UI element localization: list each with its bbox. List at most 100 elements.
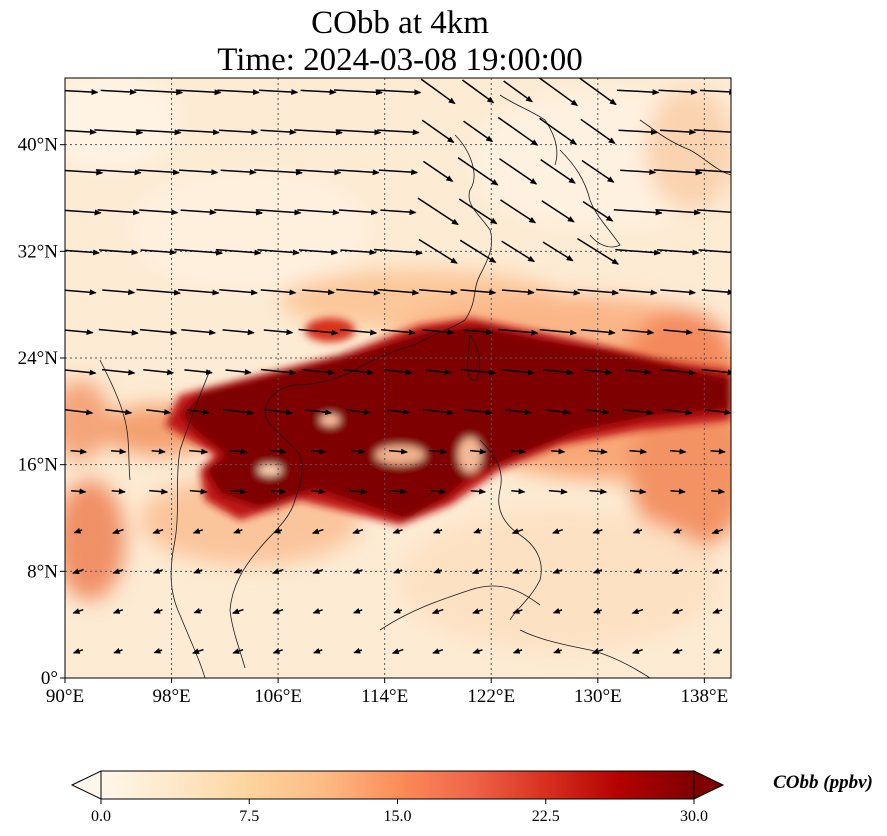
wind-arrow (311, 528, 324, 535)
lat-tick-label: 8°N (27, 561, 58, 582)
wind-arrow (72, 568, 84, 575)
wind-arrow (463, 120, 494, 143)
wind-arrow (433, 567, 443, 574)
lon-tick-label: 130°E (574, 686, 622, 707)
wind-arrow (431, 608, 444, 615)
wind-arrow (146, 409, 172, 416)
wind-arrow (304, 409, 333, 416)
wind-arrow (423, 160, 454, 182)
wind-arrow (99, 249, 139, 256)
wind-arrow (536, 288, 581, 296)
wind-arrow (345, 409, 372, 416)
wind-arrow (220, 169, 257, 176)
wind-arrow (335, 129, 382, 136)
wind-arrow (420, 78, 456, 105)
wind-arrow (418, 238, 458, 264)
wind-arrow (311, 488, 326, 495)
wind-arrow (337, 169, 380, 176)
colorbar-max-extension (693, 770, 725, 800)
wind-arrow (95, 169, 142, 176)
wind-arrow (137, 169, 180, 176)
wind-arrow (498, 328, 539, 336)
wind-arrow (294, 129, 344, 136)
wind-arrow (193, 607, 203, 614)
wind-arrow (377, 288, 420, 296)
wind-arrow (700, 88, 731, 95)
wind-arrow (153, 607, 163, 614)
wind-arrow (139, 209, 179, 216)
wind-arrow (352, 528, 364, 534)
wind-arrow (231, 608, 244, 615)
wind-arrow (392, 528, 403, 534)
wind-arrow (592, 528, 603, 534)
wind-arrow (112, 528, 124, 535)
wind-arrow (461, 79, 495, 104)
lat-tick-label: 16°N (18, 455, 59, 476)
wind-arrow (260, 368, 297, 376)
wind-arrow (386, 408, 410, 415)
wind-arrow (105, 409, 133, 416)
wind-arrow (512, 608, 523, 614)
wind-arrow (298, 249, 339, 256)
wind-arrow (189, 488, 208, 495)
wind-arrow (338, 209, 379, 216)
colorbar-gradient (100, 770, 695, 800)
wind-arrow (255, 209, 302, 216)
wind-arrow (511, 488, 526, 495)
wind-arrow (620, 169, 657, 176)
wind-arrow (622, 408, 654, 416)
wind-arrow (348, 488, 369, 495)
wind-arrow (463, 408, 493, 416)
wind-arrow (70, 448, 88, 455)
wind-arrow (548, 488, 568, 495)
wind-arrow (663, 329, 694, 336)
wind-arrow (177, 129, 220, 136)
wind-arrow (622, 329, 655, 336)
wind-arrow (588, 448, 608, 455)
wind-arrow (712, 608, 723, 614)
wind-arrow (65, 209, 102, 216)
wind-arrow (618, 289, 658, 296)
wind-arrow (503, 80, 533, 103)
wind-arrow (656, 249, 700, 256)
colorbar-tick-label: 0.0 (91, 808, 111, 825)
map-frame (64, 77, 732, 679)
wind-arrow (419, 289, 458, 296)
lon-tick-label: 106°E (254, 686, 302, 707)
wind-arrow (422, 408, 454, 416)
wind-arrow (258, 89, 299, 96)
wind-arrow (229, 448, 248, 455)
wind-arrow (540, 158, 576, 184)
lat-tick-label: 40°N (18, 135, 59, 156)
wind-arrow (429, 448, 448, 455)
wind-arrow (175, 89, 222, 96)
wind-arrow (432, 648, 444, 654)
wind-arrow (181, 329, 217, 336)
wind-arrow (583, 369, 613, 376)
wind-arrow (300, 88, 337, 95)
colorbar-min-extension (70, 770, 102, 800)
wind-arrow (184, 369, 213, 376)
wind-arrow (580, 329, 616, 336)
wind-arrow (582, 201, 614, 222)
wind-arrow (501, 240, 536, 263)
wind-arrow (233, 567, 243, 574)
wind-arrow (111, 448, 127, 455)
wind-arrow (510, 448, 527, 455)
map-title-line1: CObb at 4km (311, 5, 489, 41)
wind-arrow (65, 329, 94, 336)
wind-arrow (545, 409, 571, 416)
wind-arrow (698, 249, 731, 256)
wind-arrow (312, 608, 323, 614)
wind-arrow (501, 289, 535, 296)
wind-arrow (591, 648, 604, 655)
wind-arrow (65, 289, 97, 296)
wind-arrow (232, 648, 244, 654)
wind-arrow (616, 89, 660, 96)
wind-arrow (336, 288, 381, 296)
wind-arrow (113, 647, 123, 654)
wind-arrow (71, 488, 87, 495)
wind-arrow (497, 116, 539, 146)
wind-arrow (215, 248, 262, 256)
wind-arrow (459, 239, 497, 263)
